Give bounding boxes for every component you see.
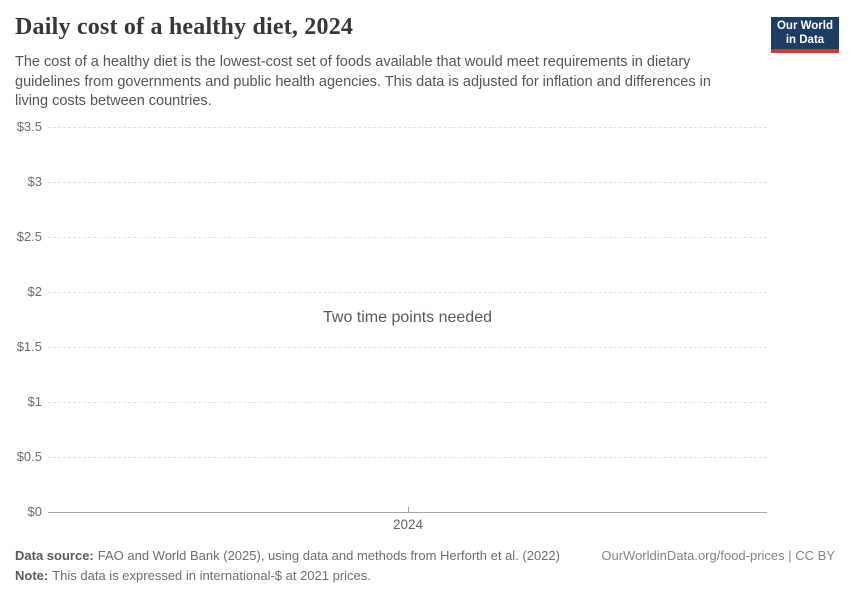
y-axis-tick-label: $3.5 <box>16 119 42 134</box>
y-axis-tick-label: $0.5 <box>16 449 42 464</box>
gridline <box>48 402 767 403</box>
owid-logo-line2: in Data <box>785 33 825 46</box>
gridline <box>48 182 767 183</box>
footer-source: Data source: FAO and World Bank (2025), u… <box>15 548 560 563</box>
x-axis-tick-label: 2024 <box>392 517 424 532</box>
footer-note-row: Note: This data is expressed in internati… <box>15 568 835 583</box>
gridline <box>48 292 767 293</box>
x-axis-baseline <box>48 512 767 513</box>
owid-logo-line1: Our World <box>776 20 833 32</box>
empty-chart-message: Two time points needed <box>323 309 492 326</box>
gridline <box>48 347 767 348</box>
gridline <box>48 237 767 238</box>
owid-logo[interactable]: Our World in Data <box>771 17 839 53</box>
y-axis-tick-label: $2 <box>27 284 42 299</box>
attribution-link[interactable]: OurWorldinData.org/food-prices | CC BY <box>601 548 835 563</box>
y-axis-tick-label: $1 <box>27 394 42 409</box>
footer-note-label: Note: <box>15 568 49 583</box>
chart-subtitle: The cost of a healthy diet is the lowest… <box>15 54 711 109</box>
x-axis-tick-mark <box>408 507 409 512</box>
y-axis-tick-label: $0 <box>27 504 42 519</box>
y-axis-tick-label: $2.5 <box>16 229 42 244</box>
page-title: Daily cost of a healthy diet, 2024 <box>15 14 354 40</box>
footer-source-text: FAO and World Bank (2025), using data an… <box>97 548 560 563</box>
footer-note-text: This data is expressed in international-… <box>52 568 371 583</box>
y-axis-tick-label: $3 <box>27 174 42 189</box>
footer-source-label: Data source: <box>15 548 94 563</box>
gridline <box>48 127 767 128</box>
footer-source-row: Data source: FAO and World Bank (2025), u… <box>15 548 835 563</box>
gridline <box>48 457 767 458</box>
y-axis-tick-label: $1.5 <box>16 339 42 354</box>
